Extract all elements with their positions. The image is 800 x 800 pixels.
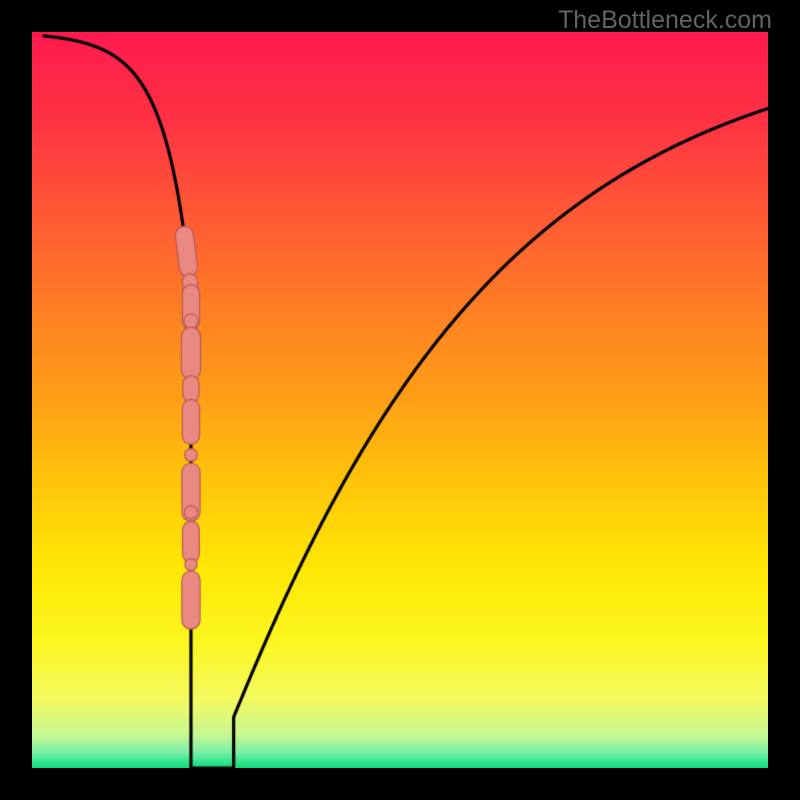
watermark-text: TheBottleneck.com xyxy=(558,6,772,35)
chart-root: TheBottleneck.com xyxy=(0,0,800,800)
plot-area xyxy=(32,32,768,768)
chart-canvas xyxy=(32,32,768,768)
